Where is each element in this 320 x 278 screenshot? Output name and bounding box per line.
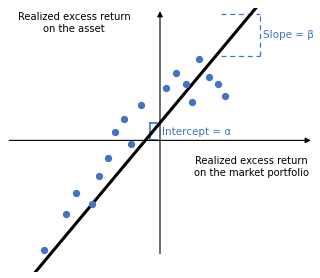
Point [128, 142, 133, 146]
Point [196, 57, 201, 62]
Text: Realized excess return
on the asset: Realized excess return on the asset [18, 12, 131, 34]
Text: Realized excess return
on the market portfolio: Realized excess return on the market por… [194, 156, 309, 178]
Point [41, 247, 46, 252]
Text: Intercept = α: Intercept = α [162, 126, 231, 136]
Point [122, 117, 127, 121]
Point [222, 94, 227, 99]
Point [73, 191, 78, 195]
Point [64, 212, 69, 217]
Point [206, 75, 211, 79]
Point [216, 82, 221, 86]
Point [164, 85, 169, 90]
Point [174, 71, 179, 76]
Point [90, 202, 95, 206]
Point [106, 156, 111, 160]
Point [183, 82, 188, 86]
Point [138, 103, 143, 107]
Text: Slope = β: Slope = β [263, 30, 314, 40]
Point [190, 100, 195, 104]
Point [96, 173, 101, 178]
Point [112, 129, 117, 134]
